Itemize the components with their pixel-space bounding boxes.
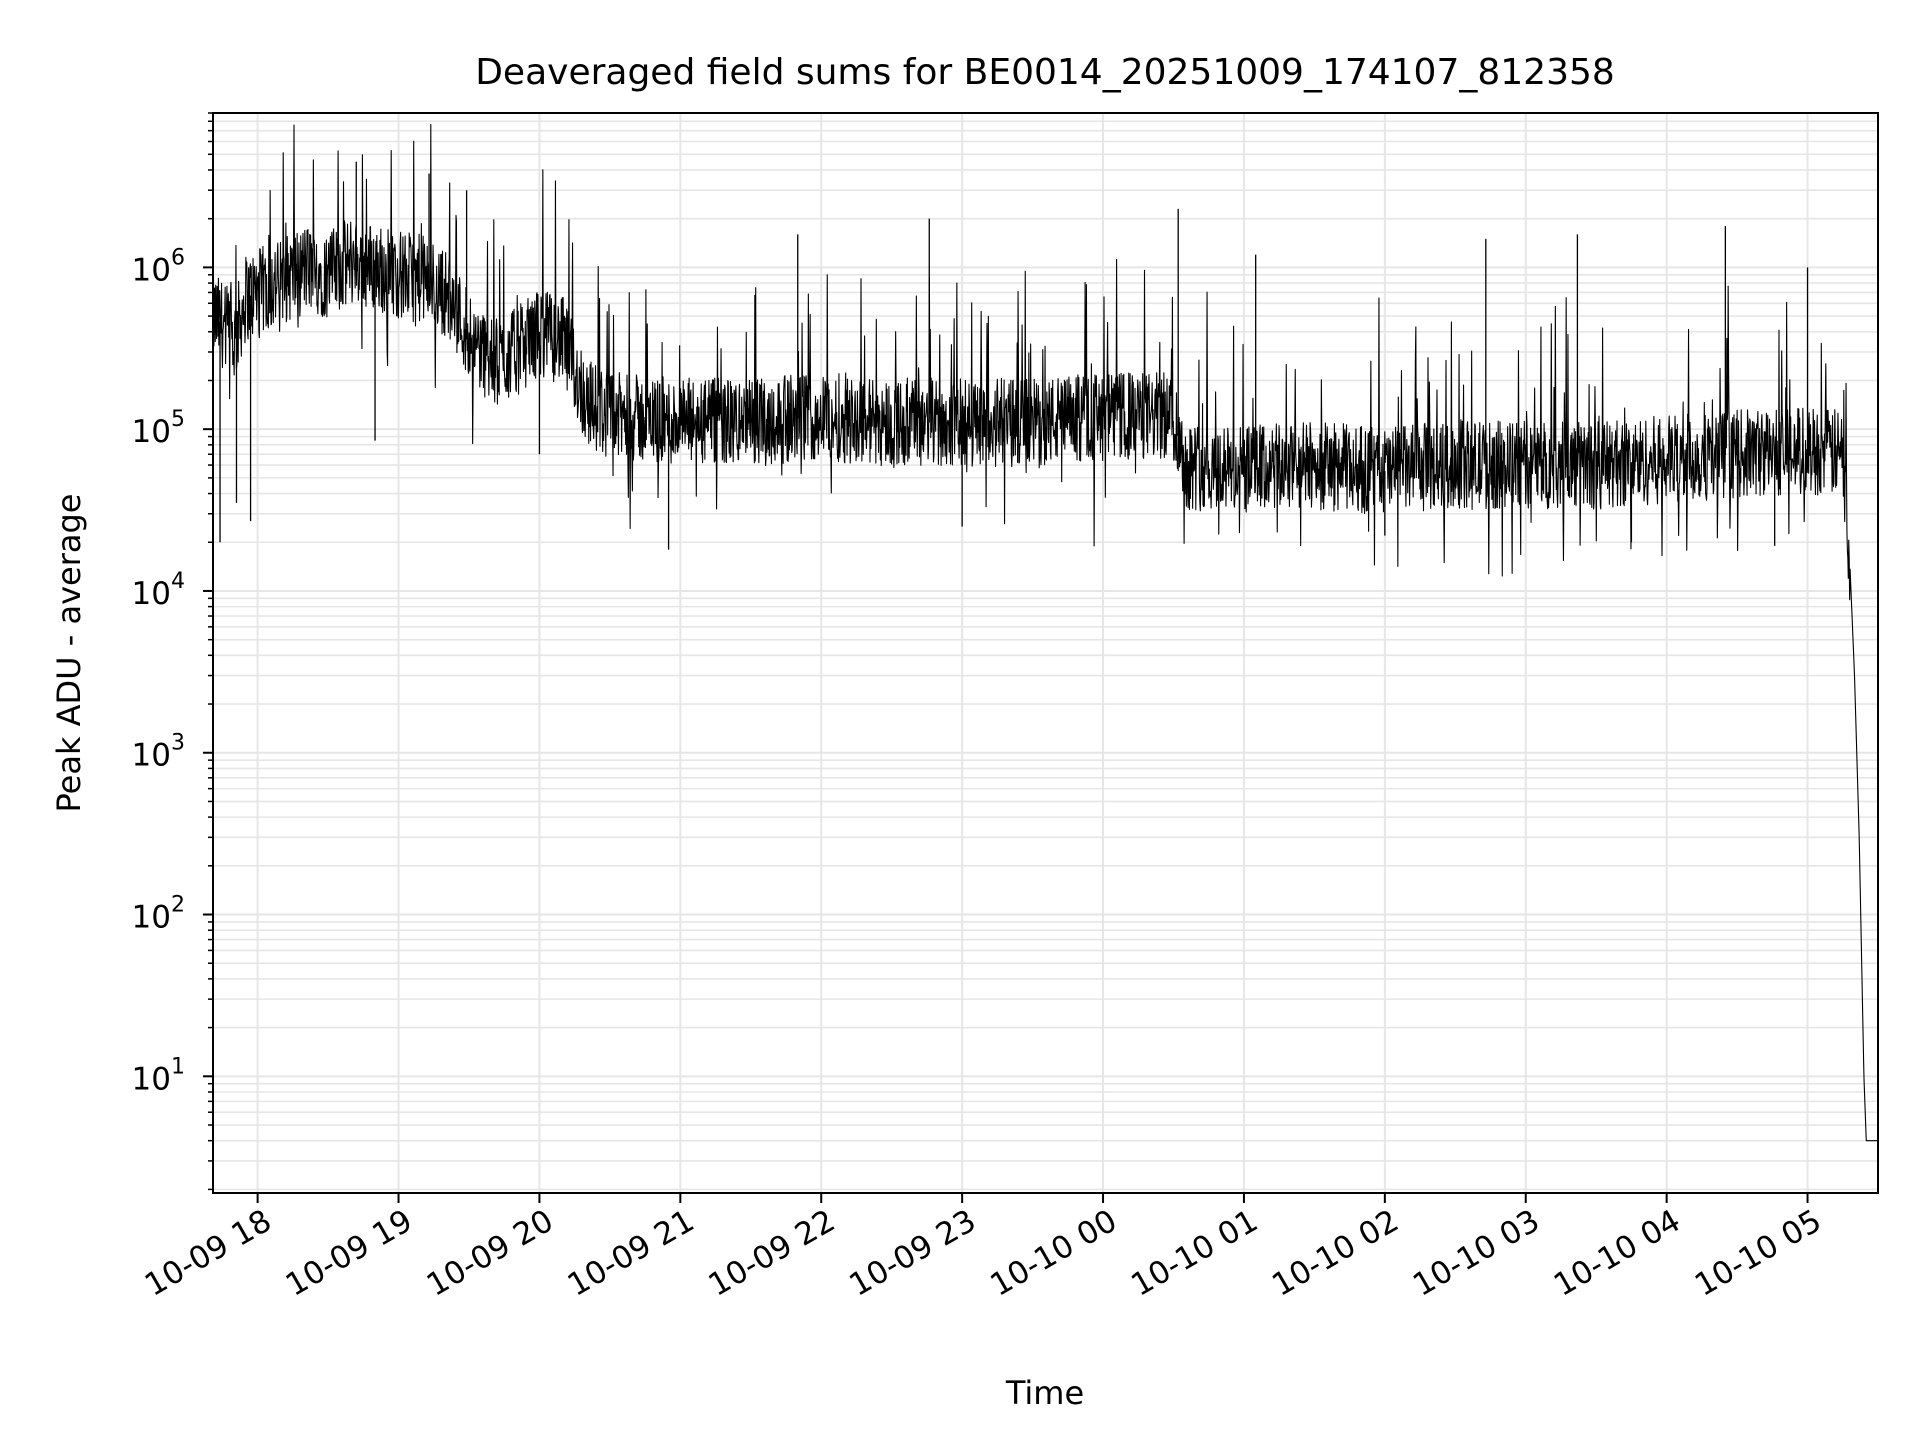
y-tick-label: 104 <box>132 569 185 612</box>
x-axis-label: Time <box>1005 1374 1084 1412</box>
chart-title: Deaveraged field sums for BE0014_2025100… <box>475 52 1615 93</box>
y-tick-label: 106 <box>132 245 185 288</box>
y-axis-label: Peak ADU - average <box>50 494 88 813</box>
plot-frame <box>212 112 1879 1194</box>
grid <box>213 112 1878 1193</box>
y-tick-label: 102 <box>132 893 185 936</box>
y-tick-label: 103 <box>132 731 185 774</box>
series-layer <box>212 124 1878 1142</box>
y-axis-ticks: 101 102 103 104 105 106 <box>132 112 213 1191</box>
series-line <box>212 124 1878 1142</box>
y-tick-label: 105 <box>132 407 185 450</box>
y-tick-label: 101 <box>132 1054 185 1097</box>
